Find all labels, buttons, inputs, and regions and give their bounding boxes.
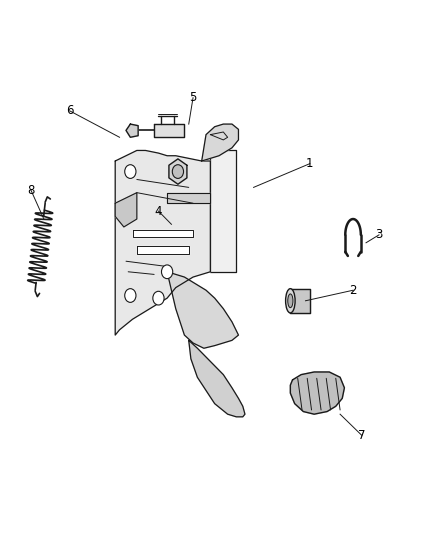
Circle shape bbox=[172, 165, 184, 179]
Polygon shape bbox=[169, 159, 187, 184]
Polygon shape bbox=[290, 289, 310, 313]
Polygon shape bbox=[189, 341, 245, 417]
Polygon shape bbox=[133, 230, 193, 238]
Circle shape bbox=[162, 265, 173, 279]
Polygon shape bbox=[137, 246, 189, 254]
Text: 1: 1 bbox=[306, 157, 314, 170]
Polygon shape bbox=[290, 372, 344, 414]
Polygon shape bbox=[210, 150, 236, 272]
Polygon shape bbox=[126, 124, 138, 138]
Ellipse shape bbox=[288, 294, 293, 308]
Text: 3: 3 bbox=[375, 228, 383, 241]
Circle shape bbox=[153, 292, 164, 305]
Polygon shape bbox=[115, 192, 137, 227]
Text: 5: 5 bbox=[189, 91, 197, 104]
Circle shape bbox=[125, 289, 136, 302]
Polygon shape bbox=[167, 192, 210, 203]
Text: 2: 2 bbox=[350, 284, 357, 297]
Polygon shape bbox=[115, 150, 210, 335]
Polygon shape bbox=[202, 124, 238, 161]
Polygon shape bbox=[154, 124, 184, 138]
Polygon shape bbox=[167, 272, 238, 348]
Text: 4: 4 bbox=[155, 205, 162, 217]
Text: 8: 8 bbox=[27, 183, 35, 197]
Text: 6: 6 bbox=[66, 104, 74, 117]
Ellipse shape bbox=[286, 289, 295, 313]
Text: 7: 7 bbox=[358, 429, 365, 442]
Circle shape bbox=[125, 165, 136, 179]
